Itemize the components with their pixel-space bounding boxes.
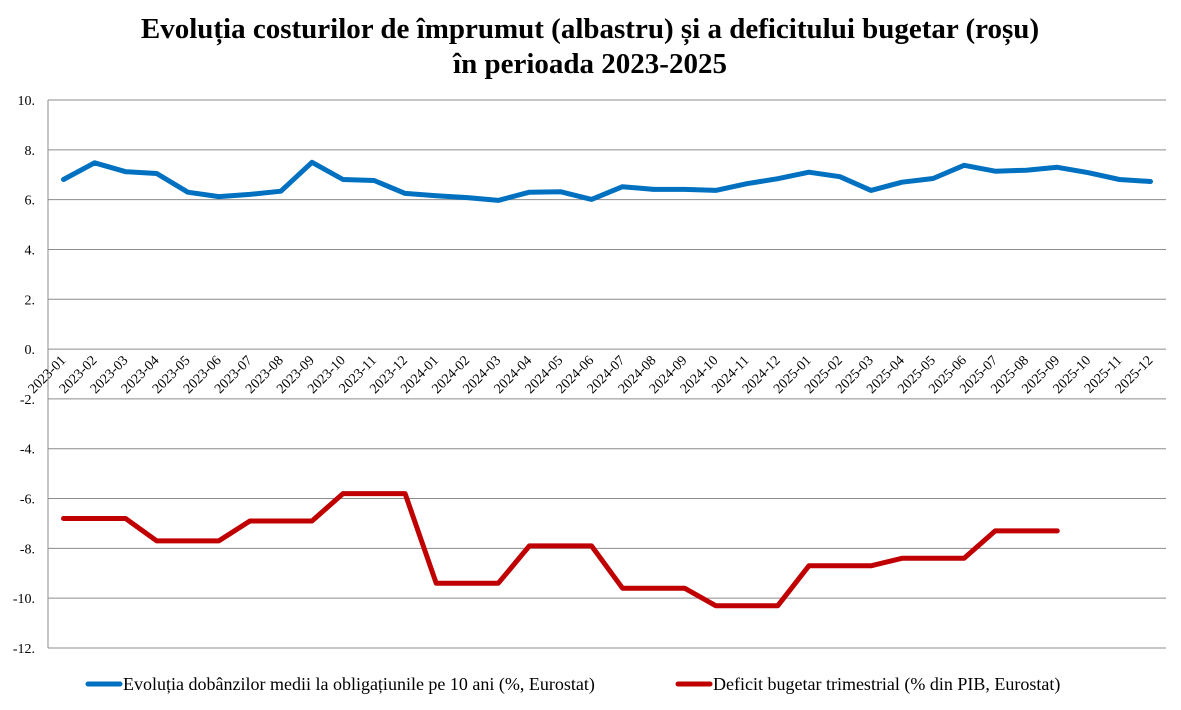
series-line-budget-deficit (64, 494, 1058, 606)
y-tick-label: 0. (25, 343, 36, 358)
y-tick-label: 10. (18, 94, 36, 109)
y-tick-label: -10. (13, 592, 35, 607)
y-tick-label: 4. (25, 243, 36, 258)
y-tick-label: 6. (25, 194, 36, 209)
y-tick-label: 2. (25, 293, 36, 308)
legend-label-budget-deficit: Deficit bugetar trimestrial (% din PIB, … (713, 674, 1060, 695)
chart-title-line-2: în perioada 2023-2025 (452, 48, 727, 80)
chart-title-line-1: Evoluția costurilor de împrumut (albastr… (141, 13, 1039, 46)
y-tick-label: 8. (25, 144, 36, 159)
y-axis-ticks: 10. 8. 6. 4. 2. 0. -2. -4. -6. -8. -10. -12. (13, 94, 35, 657)
y-tick-label: -2. (20, 393, 35, 408)
y-tick-label: -8. (20, 542, 35, 557)
y-tick-label: -6. (20, 493, 35, 508)
series-line-borrowing-costs (64, 162, 1151, 200)
legend-label-borrowing-costs: Evoluția dobânzilor medii la obligațiuni… (123, 674, 595, 695)
y-tick-label: -4. (20, 443, 35, 458)
y-tick-label: -12. (13, 642, 35, 657)
legend: Evoluția dobânzilor medii la obligațiuni… (88, 674, 1060, 695)
x-axis-ticks: 2023-012023-022023-032023-042023-052023-… (26, 353, 1157, 397)
